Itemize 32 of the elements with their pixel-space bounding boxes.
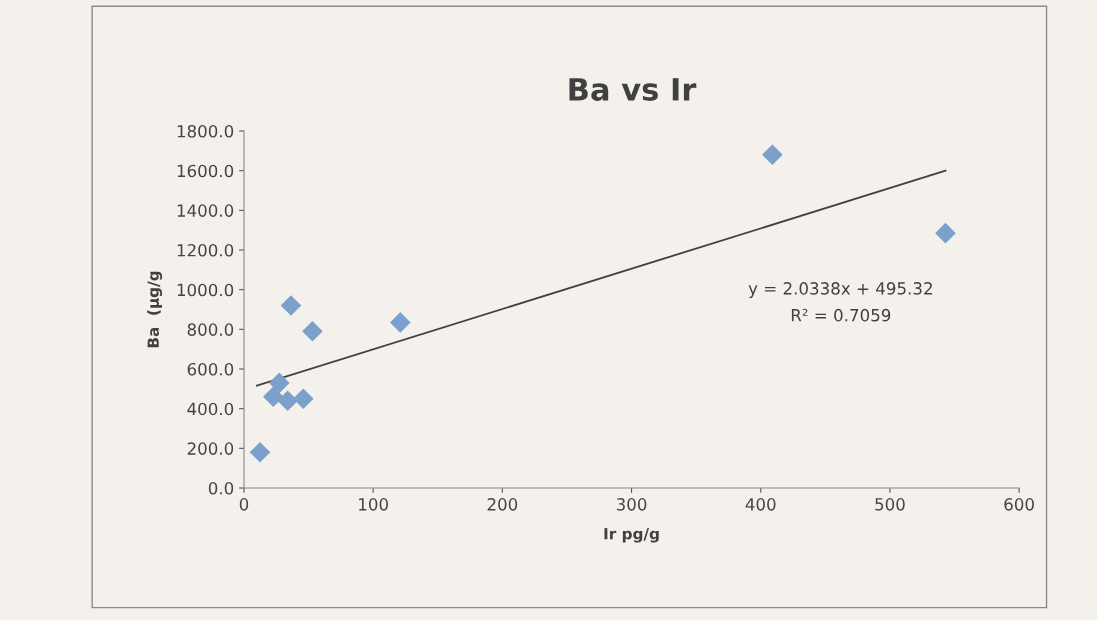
x-tick-label: 400 <box>745 498 776 511</box>
point <box>268 372 290 394</box>
y-tick-label: 1400.0 <box>177 204 234 217</box>
y-tick-label: 600.0 <box>187 362 234 376</box>
y-tick-label: 200.0 <box>187 442 234 455</box>
y-tick-label: 1200.0 <box>177 243 234 257</box>
y-axis-title: Ba (µg/g <box>147 271 163 348</box>
y-tick-label: 0.0 <box>208 481 234 495</box>
x-tick-label: 300 <box>616 498 647 511</box>
x-tick-label: 500 <box>875 498 905 511</box>
point <box>389 312 411 333</box>
point <box>277 390 298 412</box>
chart-title: Ba vs Ir <box>569 78 697 101</box>
annotation: y = 2.0338x + 495.32 <box>748 282 932 298</box>
x-tick-label: 200 <box>487 498 518 511</box>
y-tick-label: 400.0 <box>187 402 234 416</box>
point <box>280 295 302 316</box>
point <box>263 386 284 408</box>
x-tick-label: 600 <box>1004 498 1034 511</box>
y-tick-label: 1600.0 <box>177 164 234 178</box>
point <box>762 144 783 166</box>
point <box>935 222 956 244</box>
x-axis-title: Ir pg/g <box>604 528 659 543</box>
y-tick-label: 1800.0 <box>177 124 234 138</box>
y-tick-label: 1000.0 <box>177 283 234 297</box>
x-tick-label: 100 <box>359 498 388 511</box>
point <box>302 321 323 342</box>
point <box>249 442 271 463</box>
point <box>292 388 314 410</box>
y-tick-label: 800.0 <box>187 323 234 336</box>
annotation: R² = 0.7059 <box>791 308 891 322</box>
x-tick-label: 0 <box>239 498 249 511</box>
